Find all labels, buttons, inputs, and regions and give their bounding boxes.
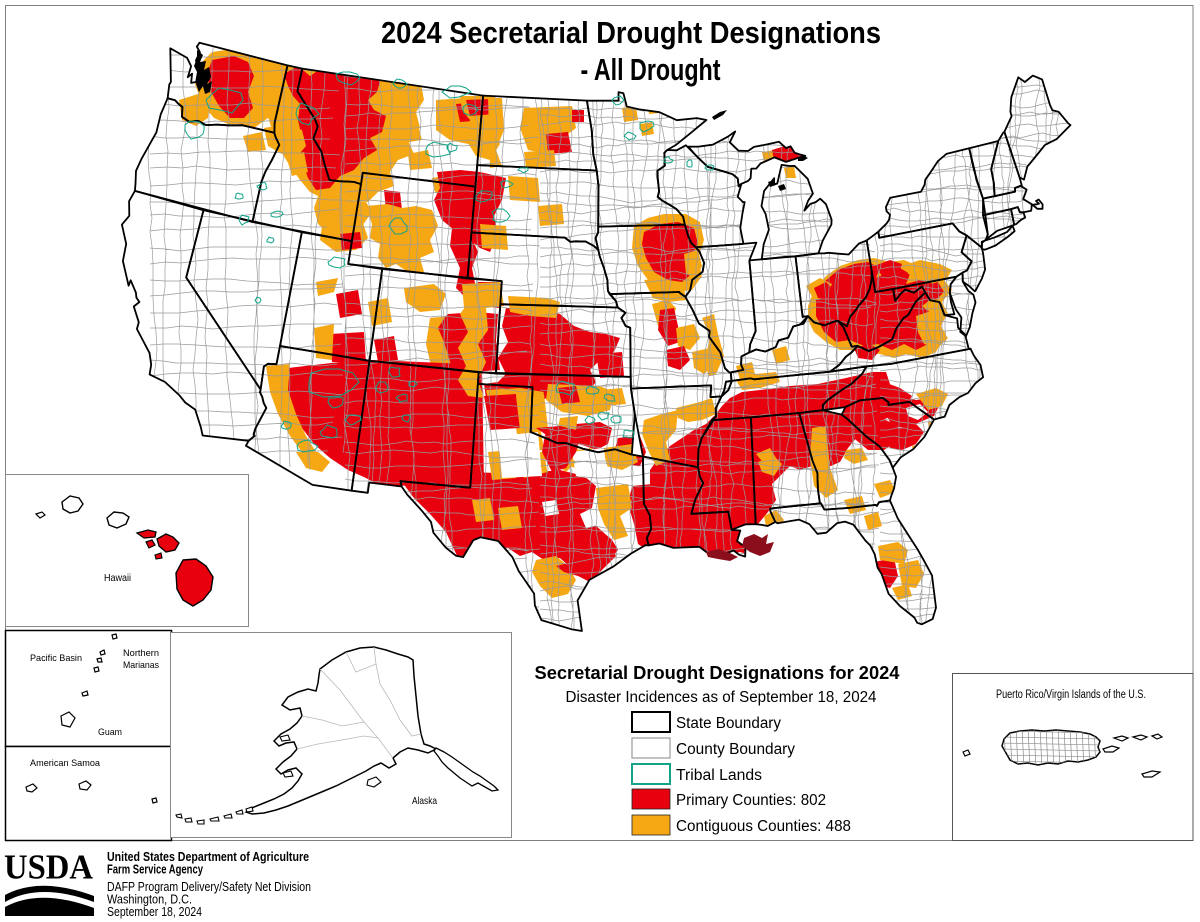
- svg-text:Secretarial Drought Designatio: Secretarial Drought Designations for 202…: [535, 662, 901, 683]
- svg-text:Hawaii: Hawaii: [104, 572, 131, 584]
- svg-text:Guam: Guam: [98, 727, 122, 738]
- svg-text:Marianas: Marianas: [123, 660, 159, 671]
- svg-text:DAFP Program Delivery/Safety N: DAFP Program Delivery/Safety Net Divisio…: [107, 880, 311, 894]
- svg-text:Alaska: Alaska: [412, 795, 437, 807]
- svg-text:September 18, 2024: September 18, 2024: [107, 905, 202, 919]
- svg-text:Puerto Rico/Virgin Islands of: Puerto Rico/Virgin Islands of the U.S.: [996, 689, 1146, 701]
- svg-text:Washington, D.C.: Washington, D.C.: [107, 893, 192, 907]
- svg-text:United States Department of Ag: United States Department of Agriculture: [107, 850, 309, 864]
- svg-text:Contiguous Counties: 488: Contiguous Counties: 488: [676, 818, 851, 835]
- svg-text:American Samoa: American Samoa: [30, 758, 101, 769]
- svg-text:Farm Service Agency: Farm Service Agency: [107, 863, 203, 877]
- svg-text:County Boundary: County Boundary: [676, 741, 795, 758]
- svg-text:Pacific Basin: Pacific Basin: [30, 653, 82, 664]
- svg-text:Northern: Northern: [123, 648, 159, 659]
- svg-text:- All Drought: - All Drought: [581, 52, 721, 87]
- svg-text:Tribal Lands: Tribal Lands: [676, 767, 762, 784]
- svg-text:State Boundary: State Boundary: [676, 715, 781, 732]
- svg-text:Disaster Incidences as of Sept: Disaster Incidences as of September 18, …: [566, 689, 877, 706]
- svg-text:USDA: USDA: [4, 848, 94, 887]
- svg-text:Primary Counties: 802: Primary Counties: 802: [676, 792, 826, 809]
- svg-text:2024 Secretarial Drought Desig: 2024 Secretarial Drought Designations: [381, 15, 881, 50]
